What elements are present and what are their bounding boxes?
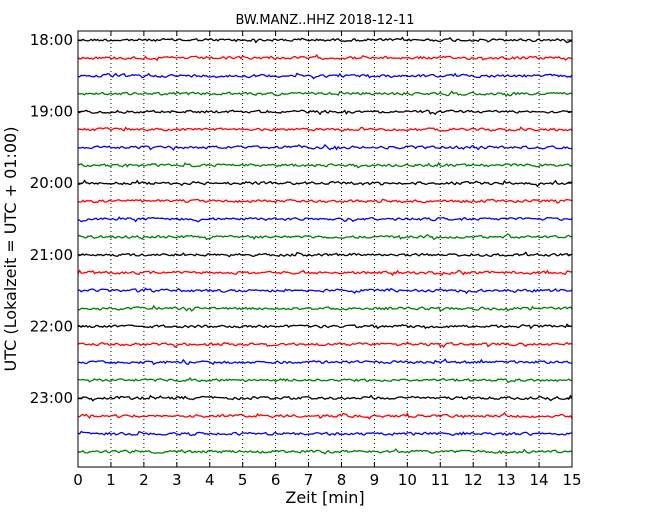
- x-tick-label: 14: [530, 471, 549, 489]
- trace-1900: [77, 109, 573, 116]
- x-tick-label: 1: [106, 471, 116, 489]
- y-tick-label: 20:00: [30, 174, 73, 192]
- y-tick-label: 18:00: [30, 31, 73, 49]
- axis-ticks: 0 1 2 3 4 5 6 7 8 9 10 11 12 13 14 1518:0019:0020:0021:…: [30, 31, 582, 489]
- trace-2030: [77, 216, 573, 223]
- x-tick-label: 2: [139, 471, 149, 489]
- trace-2115: [77, 269, 573, 277]
- x-tick-label: 12: [464, 471, 483, 489]
- x-tick-label: 11: [431, 471, 450, 489]
- plot-frame: [77, 30, 573, 468]
- trace-2130: [77, 287, 573, 295]
- trace-1830: [77, 72, 573, 80]
- trace-2315: [77, 411, 573, 420]
- trace-2045: [77, 233, 573, 241]
- x-tick-label: 8: [337, 471, 347, 489]
- y-axis-label: UTC (Lokalzeit = UTC + 01:00): [1, 127, 20, 372]
- x-tick-label: 6: [271, 471, 281, 489]
- x-axis-label: Zeit [min]: [285, 488, 364, 507]
- x-tick-label: 7: [304, 471, 314, 489]
- trace-1815: [77, 53, 573, 62]
- y-tick-label: 22:00: [30, 317, 73, 335]
- trace-1800: [77, 36, 573, 44]
- trace-2215: [77, 341, 573, 349]
- y-tick-label: 23:00: [30, 389, 73, 407]
- trace-2015: [77, 198, 573, 204]
- x-tick-label: 10: [398, 471, 417, 489]
- trace-2345: [77, 448, 573, 455]
- trace-1930: [77, 143, 573, 151]
- x-tick-label: 3: [172, 471, 182, 489]
- trace-1915: [77, 126, 573, 132]
- trace-2145: [77, 304, 573, 312]
- chart-title: BW.MANZ..HHZ 2018-12-11: [235, 13, 414, 28]
- trace-2200: [77, 323, 573, 330]
- grid-lines: [110, 31, 540, 467]
- y-tick-label: 19:00: [30, 103, 73, 121]
- trace-2330: [77, 430, 573, 437]
- trace-2245: [77, 377, 573, 383]
- x-tick-label: 15: [562, 471, 581, 489]
- trace-2300: [77, 394, 573, 402]
- trace-1945: [77, 161, 573, 169]
- trace-1845: [77, 90, 573, 98]
- trace-2230: [77, 358, 573, 366]
- trace-2000: [77, 179, 573, 188]
- x-tick-label: 13: [497, 471, 516, 489]
- x-tick-label: 4: [205, 471, 215, 489]
- trace-2100: [77, 251, 573, 258]
- x-tick-label: 0: [73, 471, 83, 489]
- x-tick-label: 5: [238, 471, 248, 489]
- y-tick-label: 21:00: [30, 246, 73, 264]
- traces: [77, 36, 573, 455]
- x-tick-label: 9: [370, 471, 380, 489]
